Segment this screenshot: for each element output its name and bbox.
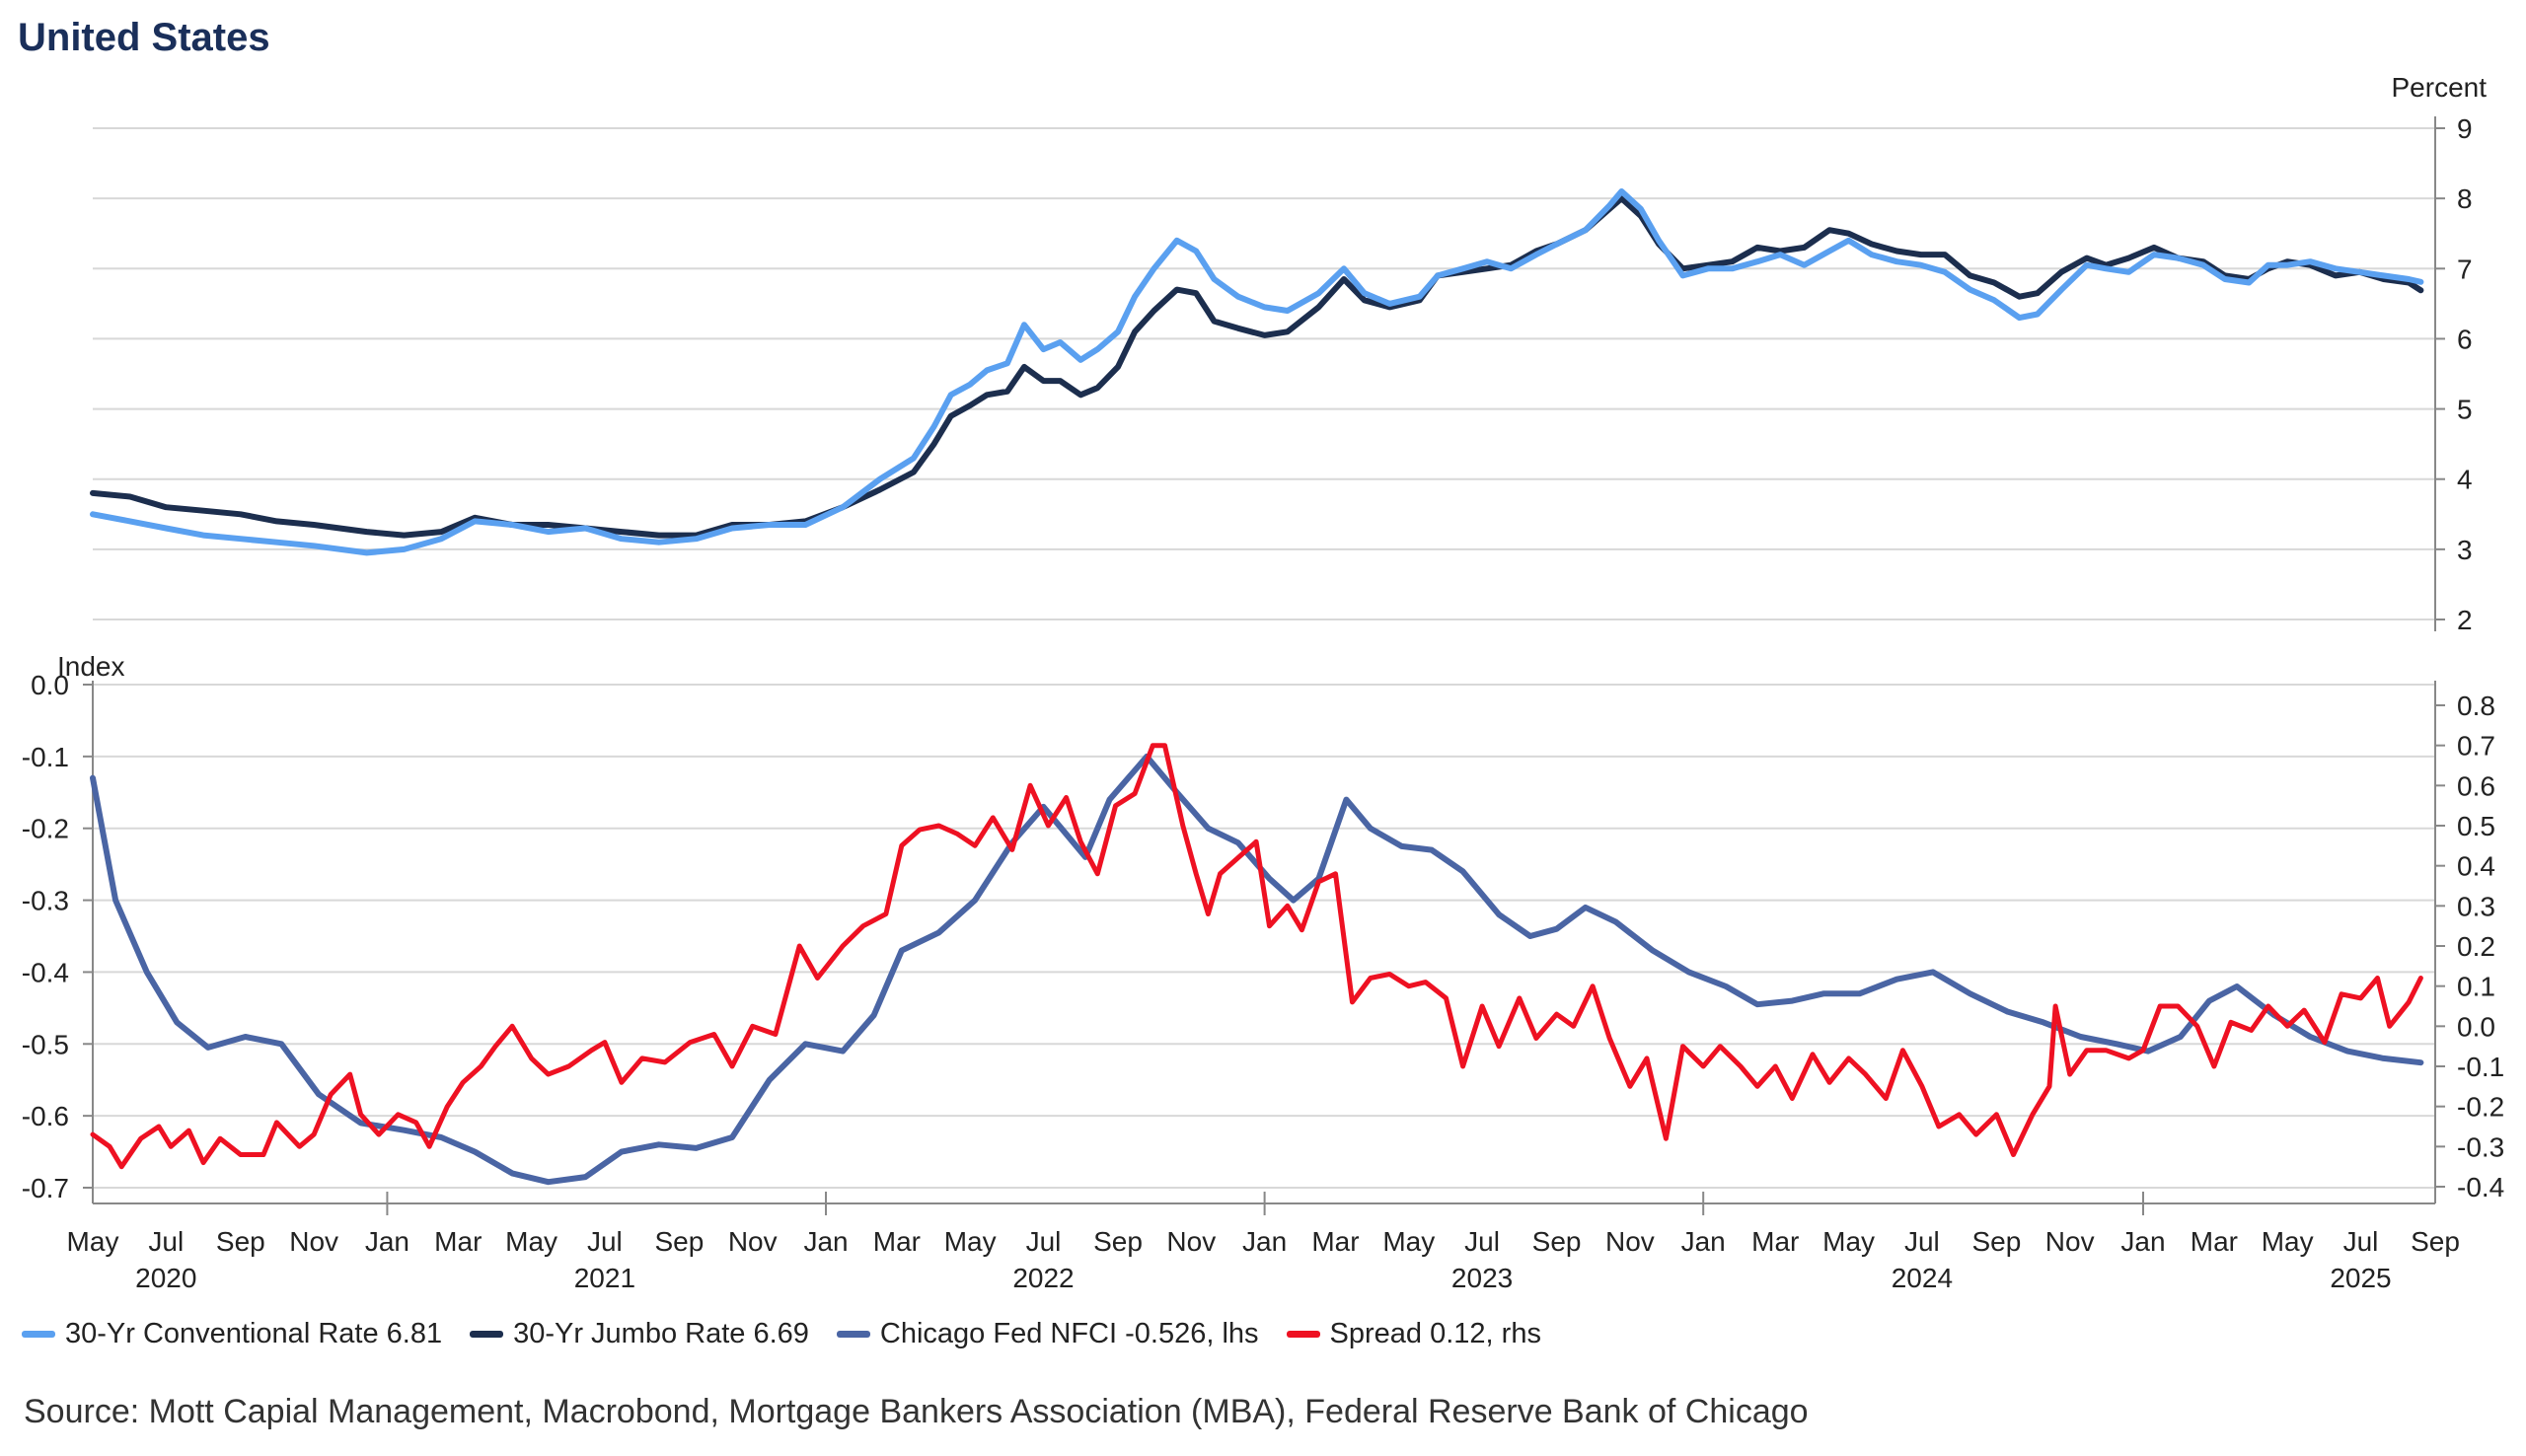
- bottom-right-tick-label: -0.3: [2457, 1131, 2504, 1162]
- x-tick-label: Sep: [1532, 1226, 1582, 1257]
- legend: 30-Yr Conventional Rate 6.81 30-Yr Jumbo…: [22, 1318, 1541, 1350]
- legend-swatch-jumbo: [470, 1331, 504, 1338]
- x-tick-label: Sep: [1093, 1226, 1143, 1257]
- x-tick-label: May: [1382, 1226, 1435, 1257]
- bottom-right-tick-label: 0.8: [2457, 691, 2495, 721]
- chart-title: United States: [18, 16, 270, 59]
- bottom-right-tick-label: 0.1: [2457, 972, 2495, 1002]
- x-tick-label: Sep: [1971, 1226, 2021, 1257]
- x-year-label: 2025: [2330, 1263, 2391, 1293]
- chart-canvas: 2 3 4 5 6 7 8 9 -0.7 -0.6 -0.5 -0.4 -0.3 -0.2 -0.1 0.0…: [22, 72, 2505, 1293]
- bottom-left-tick-label: -0.6: [22, 1101, 69, 1131]
- legend-swatch-spread: [1286, 1331, 1320, 1338]
- x-tick-label: May: [67, 1226, 119, 1257]
- x-tick-label: Mar: [873, 1226, 921, 1257]
- x-tick-label: Jan: [365, 1226, 409, 1257]
- x-year-label: 2021: [574, 1263, 635, 1293]
- bottom-panel-right-axis: -0.4 -0.3 -0.2 -0.1 0.0 0.1 0.2 0.3 0.4 0.5 0.6 0.7…: [2434, 681, 2504, 1203]
- top-panel-grid: [93, 127, 2435, 620]
- bottom-left-tick-label: -0.5: [22, 1029, 69, 1059]
- legend-item-conventional[interactable]: 30-Yr Conventional Rate 6.81: [22, 1318, 442, 1350]
- spread-line: [90, 743, 2423, 1170]
- top-axis-tick-label: 3: [2457, 535, 2473, 565]
- bottom-panel-grid: [93, 684, 2435, 1189]
- x-year-label: 2024: [1892, 1263, 1953, 1293]
- top-axis-tick-label: 5: [2457, 395, 2473, 425]
- legend-swatch-nfci: [836, 1331, 870, 1338]
- x-tick-label: Jul: [1904, 1226, 1940, 1257]
- bottom-right-tick-label: -0.2: [2457, 1092, 2504, 1123]
- x-tick-label: Jul: [148, 1226, 184, 1257]
- bottom-unit-label: Index: [57, 651, 125, 682]
- x-tick-label: Mar: [2191, 1226, 2238, 1257]
- bottom-left-tick-label: -0.7: [22, 1173, 69, 1203]
- bottom-right-tick-label: 0.3: [2457, 891, 2495, 921]
- top-axis-tick-label: 4: [2457, 465, 2473, 495]
- x-axis: May Jul Sep Nov Jan Mar May Jul Sep Nov Jan Mar May J…: [67, 1192, 2460, 1293]
- x-tick-label: Sep: [2411, 1226, 2460, 1257]
- top-axis-tick-label: 6: [2457, 324, 2473, 354]
- top-axis-tick-label: 9: [2457, 113, 2473, 144]
- x-tick-label: Jan: [2120, 1226, 2165, 1257]
- x-tick-label: Jan: [1681, 1226, 1726, 1257]
- x-tick-label: Mar: [434, 1226, 482, 1257]
- x-tick-label: Nov: [2045, 1226, 2095, 1257]
- top-axis-tick-label: 8: [2457, 183, 2473, 214]
- x-year-label: 2023: [1451, 1263, 1513, 1293]
- legend-item-jumbo[interactable]: 30-Yr Jumbo Rate 6.69: [470, 1318, 809, 1350]
- x-tick-label: Mar: [1311, 1226, 1359, 1257]
- source-note: Source: Mott Capial Management, Macrobon…: [24, 1393, 1809, 1430]
- x-tick-label: May: [505, 1226, 557, 1257]
- bottom-right-tick-label: -0.1: [2457, 1052, 2504, 1082]
- x-tick-label: Jul: [1026, 1226, 1062, 1257]
- bottom-right-tick-label: 0.4: [2457, 851, 2495, 882]
- jumbo-rate-line: [90, 195, 2424, 539]
- legend-item-nfci[interactable]: Chicago Fed NFCI -0.526, lhs: [836, 1318, 1259, 1350]
- x-tick-label: Nov: [1166, 1226, 1216, 1257]
- x-tick-label: Sep: [216, 1226, 265, 1257]
- legend-item-spread[interactable]: Spread 0.12, rhs: [1286, 1318, 1541, 1350]
- x-tick-label: Mar: [1751, 1226, 1799, 1257]
- legend-swatch-conventional: [22, 1331, 55, 1338]
- x-tick-label: Nov: [289, 1226, 338, 1257]
- series-lines: [90, 188, 2424, 1186]
- bottom-left-tick-label: -0.1: [22, 742, 69, 772]
- top-unit-label: Percent: [2392, 72, 2488, 103]
- x-year-label: 2022: [1012, 1263, 1074, 1293]
- legend-label-nfci: Chicago Fed NFCI -0.526, lhs: [879, 1318, 1259, 1349]
- bottom-left-tick-label: -0.3: [22, 886, 69, 916]
- bottom-left-tick-label: -0.4: [22, 957, 69, 987]
- top-axis-tick-label: 7: [2457, 254, 2473, 284]
- nfci-line: [90, 753, 2424, 1186]
- x-tick-label: Jul: [1464, 1226, 1500, 1257]
- legend-label-spread: Spread 0.12, rhs: [1329, 1318, 1541, 1349]
- bottom-right-tick-label: 0.6: [2457, 770, 2495, 801]
- x-tick-label: May: [2262, 1226, 2314, 1257]
- legend-label-conventional: 30-Yr Conventional Rate 6.81: [65, 1318, 443, 1349]
- bottom-panel-left-axis: -0.7 -0.6 -0.5 -0.4 -0.3 -0.2 -0.1 0.0: [22, 670, 94, 1203]
- top-axis-tick-label: 2: [2457, 605, 2473, 635]
- x-year-label: 2020: [135, 1263, 196, 1293]
- bottom-right-tick-label: -0.4: [2457, 1172, 2504, 1202]
- x-tick-label: Sep: [654, 1226, 704, 1257]
- top-panel-right-axis: 2 3 4 5 6 7 8 9: [2434, 113, 2473, 635]
- x-tick-label: Jan: [803, 1226, 848, 1257]
- x-tick-label: May: [944, 1226, 997, 1257]
- legend-label-jumbo: 30-Yr Jumbo Rate 6.69: [513, 1318, 809, 1349]
- conventional-rate-line: [90, 188, 2424, 556]
- x-tick-label: Jul: [2343, 1226, 2379, 1257]
- x-tick-label: Jul: [587, 1226, 623, 1257]
- bottom-right-tick-label: 0.0: [2457, 1011, 2495, 1042]
- x-tick-label: Jan: [1242, 1226, 1287, 1257]
- x-tick-label: Nov: [728, 1226, 778, 1257]
- x-tick-label: Nov: [1605, 1226, 1655, 1257]
- bottom-right-tick-label: 0.5: [2457, 811, 2495, 841]
- x-tick-label: May: [1822, 1226, 1875, 1257]
- bottom-left-tick-label: -0.2: [22, 814, 69, 844]
- bottom-left-tick-label: 0.0: [31, 670, 69, 700]
- bottom-right-tick-label: 0.2: [2457, 931, 2495, 962]
- bottom-right-tick-label: 0.7: [2457, 731, 2495, 762]
